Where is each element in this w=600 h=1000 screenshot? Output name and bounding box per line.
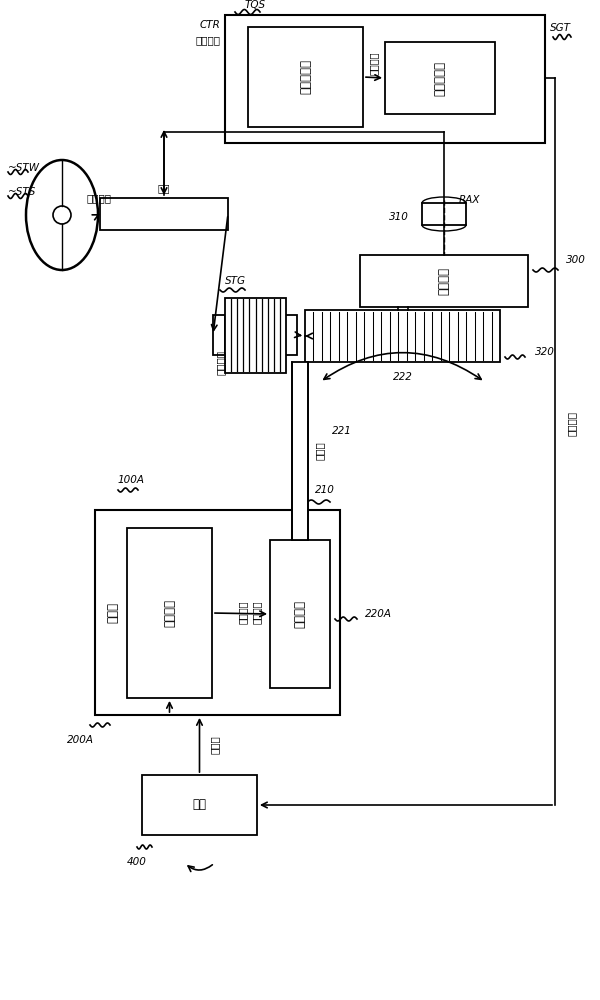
Text: 减速器: 减速器	[107, 602, 119, 623]
Text: 100A: 100A	[118, 475, 145, 485]
Text: 输出轴: 输出轴	[315, 442, 325, 460]
Text: 机械连接: 机械连接	[86, 193, 112, 203]
Text: 220A: 220A	[365, 609, 392, 619]
Text: 210: 210	[315, 485, 335, 495]
Text: 200A: 200A	[67, 735, 94, 745]
Bar	[95, 510, 340, 715]
Text: 控制装置: 控制装置	[195, 35, 220, 45]
Ellipse shape	[53, 206, 71, 224]
Text: SGT: SGT	[550, 23, 571, 33]
Bar	[285, 315, 297, 355]
Text: 转向力: 转向力	[209, 736, 220, 754]
Text: 扭矩: 扭矩	[158, 183, 170, 193]
Bar	[270, 540, 330, 688]
Text: TQS: TQS	[244, 0, 266, 10]
Ellipse shape	[422, 197, 466, 209]
Text: 400: 400	[127, 857, 147, 867]
Bar	[248, 27, 363, 127]
Text: 输出机构: 输出机构	[293, 600, 307, 628]
Bar	[127, 528, 212, 698]
Text: 221: 221	[332, 426, 352, 436]
Text: 222: 222	[392, 372, 412, 382]
Text: 齿回棒齿: 齿回棒齿	[437, 267, 451, 295]
Text: 320: 320	[535, 347, 555, 357]
Text: 300: 300	[566, 255, 586, 265]
Text: 驱动信号: 驱动信号	[567, 411, 577, 436]
Bar	[100, 198, 228, 230]
Text: CTR: CTR	[199, 20, 220, 30]
Text: 扭矩传感器: 扭矩传感器	[299, 60, 312, 95]
Bar	[225, 15, 545, 143]
Bar	[385, 42, 495, 114]
Text: 信号生成部: 信号生成部	[433, 60, 446, 96]
Text: STG: STG	[224, 276, 245, 286]
Text: 马达: 马达	[193, 798, 206, 812]
Text: 输入机构: 输入机构	[163, 599, 176, 627]
Bar	[142, 775, 257, 835]
Text: ~STS: ~STS	[8, 187, 37, 197]
Text: 扭矩数据: 扭矩数据	[369, 51, 379, 75]
Bar	[292, 362, 308, 540]
Text: ~STW: ~STW	[8, 163, 40, 173]
Bar	[305, 310, 500, 362]
Text: 齿轮连接: 齿轮连接	[215, 350, 226, 375]
Text: RAX: RAX	[459, 195, 481, 205]
Bar	[422, 203, 466, 225]
Bar	[213, 315, 225, 355]
Text: 转向力的
增大处理: 转向力的 增大处理	[238, 601, 262, 624]
Bar	[360, 255, 528, 307]
Text: 310: 310	[389, 212, 409, 222]
Bar	[225, 298, 286, 373]
